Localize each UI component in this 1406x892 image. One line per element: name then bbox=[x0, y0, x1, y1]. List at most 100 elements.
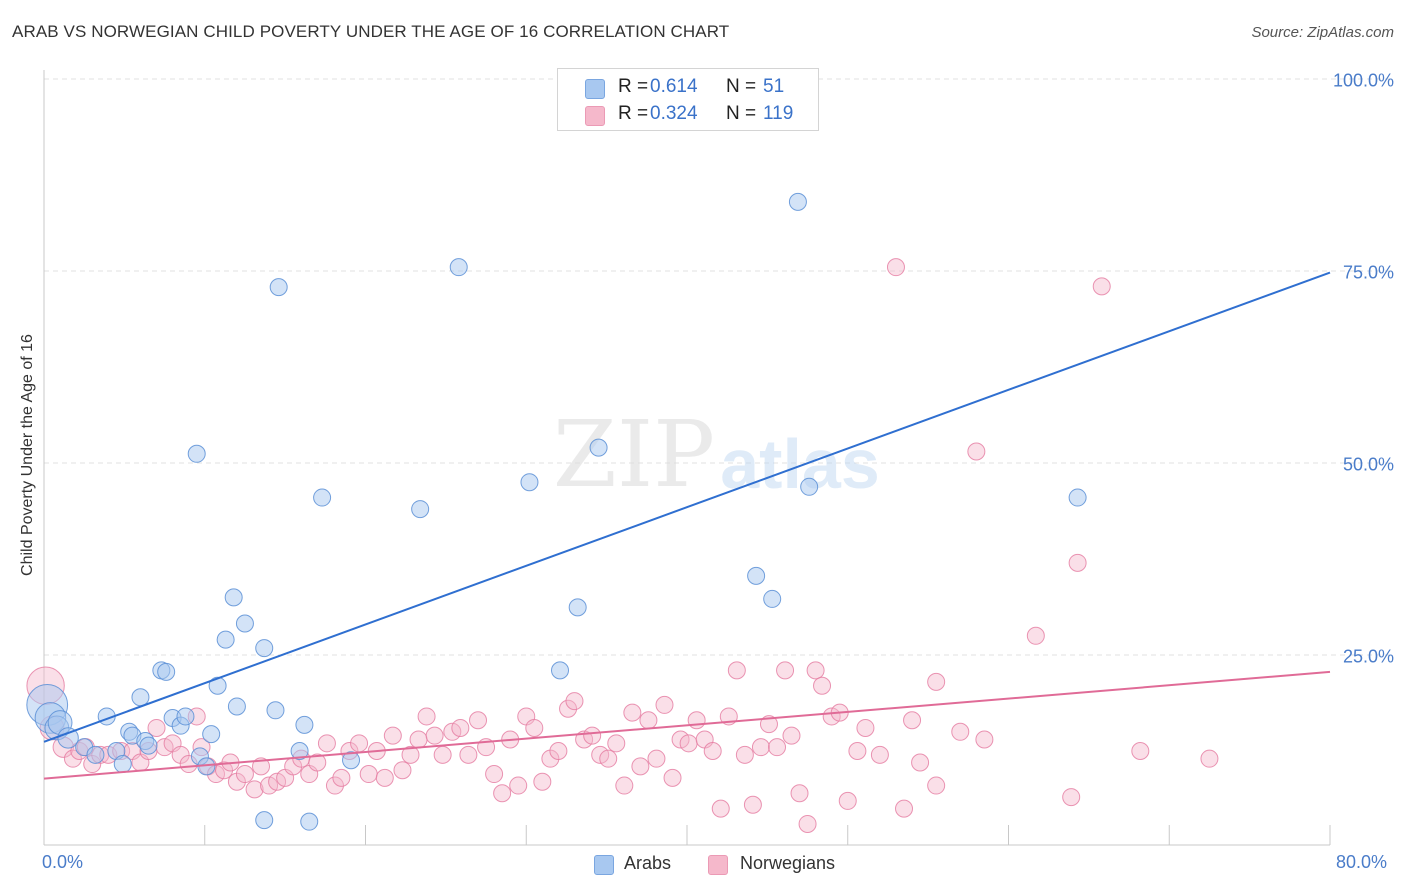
arabs-points bbox=[26, 192, 1087, 831]
data-point-arabs bbox=[255, 639, 274, 658]
data-point-norwegians bbox=[147, 718, 166, 737]
data-point-arabs bbox=[763, 589, 782, 608]
data-point-norwegians bbox=[549, 742, 568, 760]
data-point-norwegians bbox=[1068, 553, 1087, 572]
data-point-norwegians bbox=[607, 734, 626, 753]
data-point-norwegians bbox=[375, 768, 394, 787]
data-point-norwegians bbox=[911, 753, 930, 772]
y-tick-label: 100.0% bbox=[1332, 70, 1394, 91]
bottom-legend-swatch-norwegians bbox=[708, 855, 728, 875]
legend-n-label: N = bbox=[726, 76, 757, 97]
data-point-arabs bbox=[295, 715, 314, 734]
watermark-zip: ZIP bbox=[553, 401, 715, 508]
data-point-norwegians bbox=[838, 791, 857, 810]
data-point-norwegians bbox=[565, 692, 584, 711]
data-point-norwegians bbox=[631, 757, 650, 776]
data-point-arabs bbox=[411, 500, 430, 519]
legend-r-label: R = bbox=[618, 76, 649, 97]
data-point-norwegians bbox=[975, 730, 994, 749]
data-point-arabs bbox=[449, 258, 468, 277]
data-point-norwegians bbox=[806, 661, 825, 680]
data-point-norwegians bbox=[533, 772, 552, 791]
data-point-norwegians bbox=[1062, 788, 1081, 807]
data-point-norwegians bbox=[639, 711, 658, 730]
data-point-arabs bbox=[157, 662, 176, 681]
data-point-norwegians bbox=[615, 776, 634, 795]
data-point-arabs bbox=[568, 598, 587, 617]
data-point-arabs bbox=[589, 438, 608, 457]
data-point-arabs bbox=[176, 707, 195, 726]
stats-legend: R = 0.614 N = 51 R = 0.324 N = 119 bbox=[557, 68, 819, 131]
data-point-norwegians bbox=[252, 757, 271, 776]
trendline-arabs bbox=[43, 271, 1331, 743]
data-point-norwegians bbox=[711, 799, 730, 818]
data-point-norwegians bbox=[383, 726, 402, 745]
legend-row-norwegians: R = 0.324 N = 119 bbox=[558, 103, 818, 129]
data-point-arabs bbox=[224, 588, 243, 607]
data-point-arabs bbox=[235, 614, 254, 633]
data-point-norwegians bbox=[1131, 742, 1150, 760]
watermark-atlas: atlas bbox=[720, 425, 880, 503]
data-point-norwegians bbox=[951, 722, 970, 741]
data-point-norwegians bbox=[409, 730, 428, 749]
trendlines bbox=[43, 271, 1331, 780]
data-point-arabs bbox=[1068, 488, 1087, 507]
data-point-arabs bbox=[520, 473, 539, 492]
legend-r-label: R = bbox=[618, 103, 649, 124]
data-point-norwegians bbox=[967, 442, 986, 461]
data-point-norwegians bbox=[1200, 749, 1219, 768]
data-point-arabs bbox=[747, 566, 766, 585]
legend-swatch-norwegians bbox=[585, 106, 605, 126]
data-point-arabs bbox=[227, 697, 246, 716]
data-point-norwegians bbox=[401, 745, 420, 764]
legend-r-value: 0.614 bbox=[650, 76, 698, 97]
data-point-arabs bbox=[113, 755, 132, 774]
data-point-norwegians bbox=[325, 776, 344, 795]
legend-row-arabs: R = 0.614 N = 51 bbox=[558, 76, 818, 102]
x-tick-max: 80.0% bbox=[1336, 852, 1388, 872]
data-point-norwegians bbox=[559, 699, 578, 718]
data-point-norwegians bbox=[1092, 277, 1111, 296]
data-point-norwegians bbox=[350, 734, 369, 753]
watermark: ZIP atlas bbox=[553, 401, 880, 508]
data-point-norwegians bbox=[798, 814, 817, 833]
data-point-norwegians bbox=[870, 745, 889, 764]
data-point-norwegians bbox=[583, 726, 602, 745]
bottom-legend-arabs: Arabs bbox=[624, 853, 672, 873]
data-point-norwegians bbox=[895, 799, 914, 818]
data-point-norwegians bbox=[759, 715, 778, 734]
chart-title: ARAB VS NORWEGIAN CHILD POVERTY UNDER TH… bbox=[12, 22, 730, 41]
x-tick-min: 0.0% bbox=[42, 852, 84, 872]
data-point-norwegians bbox=[790, 784, 809, 803]
source-credit: Source: ZipAtlas.com bbox=[1251, 24, 1394, 41]
data-point-arabs bbox=[139, 736, 158, 755]
data-point-arabs bbox=[187, 444, 206, 463]
data-point-arabs bbox=[255, 811, 274, 830]
data-point-arabs bbox=[342, 751, 361, 770]
data-point-norwegians bbox=[663, 768, 682, 787]
y-tick-label: 75.0% bbox=[1342, 262, 1394, 283]
data-point-norwegians bbox=[63, 749, 82, 768]
data-point-norwegians bbox=[687, 711, 706, 730]
data-point-norwegians bbox=[856, 718, 875, 737]
data-point-arabs bbox=[208, 676, 227, 695]
legend-n-label: N = bbox=[726, 103, 757, 124]
data-point-norwegians bbox=[903, 711, 922, 730]
data-point-norwegians bbox=[245, 780, 264, 799]
data-point-norwegians bbox=[927, 672, 946, 691]
data-point-norwegians bbox=[703, 742, 722, 760]
legend-n-value: 51 bbox=[763, 76, 785, 97]
data-point-norwegians bbox=[782, 726, 801, 745]
y-tick-label: 25.0% bbox=[1342, 646, 1394, 667]
data-point-arabs bbox=[551, 661, 570, 680]
data-point-norwegians bbox=[647, 749, 666, 768]
gridlines bbox=[44, 78, 1394, 656]
data-point-norwegians bbox=[927, 776, 946, 795]
data-point-norwegians bbox=[308, 753, 327, 772]
data-point-norwegians bbox=[493, 784, 512, 803]
legend-r-value: 0.324 bbox=[650, 103, 698, 124]
data-point-norwegians bbox=[655, 695, 674, 714]
data-point-norwegians bbox=[359, 765, 378, 784]
data-point-norwegians bbox=[417, 707, 436, 726]
